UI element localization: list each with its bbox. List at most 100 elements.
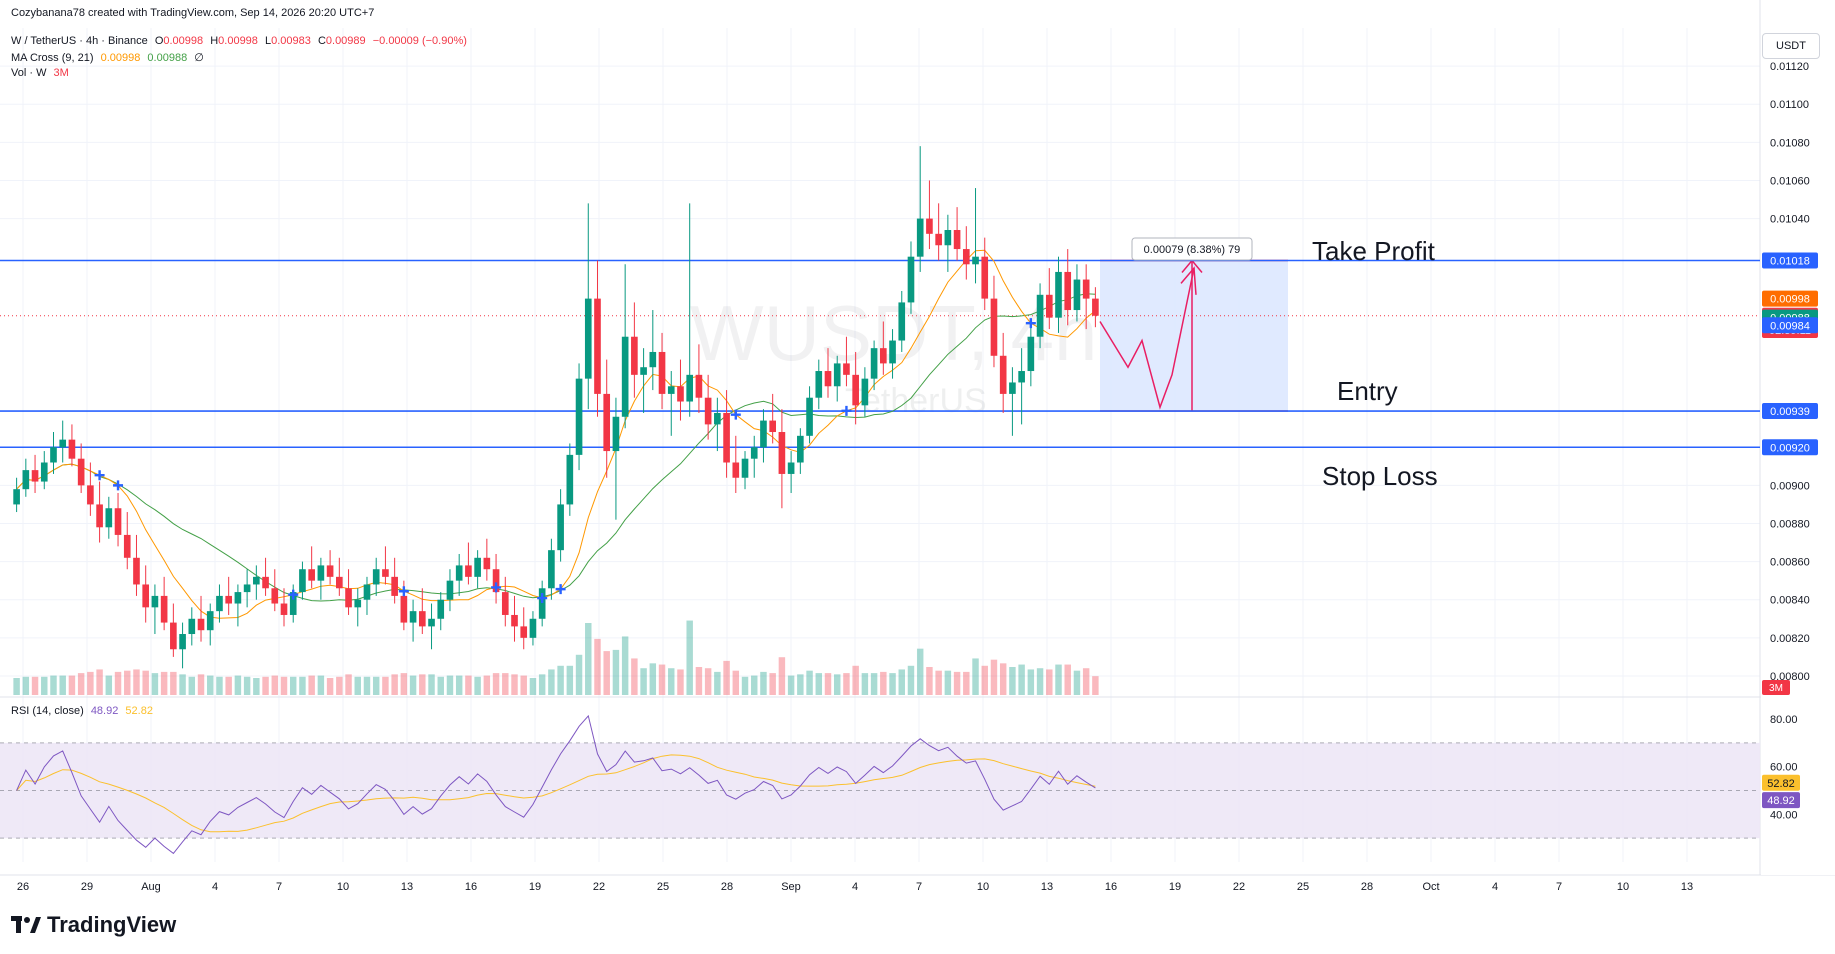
candle-body <box>446 580 454 600</box>
time-tick-label: 7 <box>1556 881 1562 893</box>
volume-bar <box>668 668 675 695</box>
price-axis-bg <box>1761 0 1835 875</box>
volume-bar <box>289 676 297 695</box>
volume-bar <box>151 673 159 695</box>
candle-body <box>529 618 537 638</box>
volume-bar <box>455 675 463 695</box>
candle-body <box>391 576 398 596</box>
candle-body <box>797 435 804 463</box>
candle-body <box>123 534 131 558</box>
credit-line: Cozybanana78 created with TradingView.co… <box>11 7 378 19</box>
volume-bar <box>631 658 638 695</box>
candle-body <box>990 298 998 356</box>
candles <box>13 146 1099 669</box>
time-tick-label: 22 <box>593 881 605 893</box>
volume-bar <box>400 673 408 695</box>
price-tick-label: 0.00900 <box>1770 480 1810 492</box>
currency-button[interactable]: USDT <box>1762 33 1820 59</box>
candle-body <box>695 374 703 398</box>
candle-body <box>474 557 481 577</box>
time-tick-label: Aug <box>141 881 161 893</box>
ma-label[interactable]: MA Cross (9, 21) <box>11 52 94 64</box>
candle-body <box>953 230 961 250</box>
candle-body <box>197 618 205 631</box>
candle-body <box>289 592 297 615</box>
candle-body <box>548 550 555 589</box>
candle-body <box>133 557 140 585</box>
candle-body <box>59 439 67 448</box>
volume-bar <box>741 676 749 695</box>
candle-body <box>105 508 113 528</box>
candle-body <box>40 462 48 482</box>
rsi-ma-value: 52.82 <box>125 705 153 717</box>
candle-body <box>216 595 223 612</box>
candle-body <box>714 412 721 425</box>
volume-bar <box>96 669 103 695</box>
c-value: 0.00989 <box>325 35 366 47</box>
candle-body <box>400 595 408 623</box>
time-tick-label: 10 <box>1617 881 1629 893</box>
candle-body <box>760 420 767 448</box>
candle-body <box>170 622 177 650</box>
volume-bar <box>372 676 380 695</box>
volume-bar <box>935 670 942 695</box>
candle-body <box>898 302 906 341</box>
time-axis[interactable]: 26 29 Aug 4 7 10 13 16 19 22 25 28 Sep 4 7 10 13 16 19 22 25… <box>17 881 1693 893</box>
h-label: H <box>210 35 219 47</box>
price-tick-label: 0.01100 <box>1770 99 1809 111</box>
measure-text: 0.00079 (8.38%) 79 <box>1144 244 1241 256</box>
volume-bar <box>999 663 1007 695</box>
time-tick-label: 10 <box>977 881 989 893</box>
price-axis[interactable]: 0.01120 0.01100 0.01080 0.01060 0.01040 0.009… <box>1761 0 1835 875</box>
volume-bar <box>926 667 933 695</box>
price-badge-label: 0.00939 <box>1770 406 1810 418</box>
volume-bar <box>529 678 537 695</box>
candle-body <box>326 565 334 577</box>
rsi-pane <box>0 714 1760 855</box>
time-tick-label: 29 <box>81 881 93 893</box>
volume-badge-label: 3M <box>1769 683 1783 694</box>
ma-fast-line <box>16 249 1096 619</box>
volume-bar <box>50 675 57 695</box>
symbol-title[interactable]: W / TetherUS · 4h · Binance <box>11 35 148 47</box>
ma-cross-markers <box>94 318 1036 604</box>
candle-body <box>861 378 869 406</box>
time-tick-label: 13 <box>1041 881 1053 893</box>
tradingview-logo[interactable]: TradingView <box>11 912 176 938</box>
candle-body <box>889 340 896 364</box>
time-tick-label: 28 <box>721 881 733 893</box>
candle-body <box>428 618 435 627</box>
volume-bar <box>160 671 168 695</box>
volume-bar <box>511 674 518 695</box>
projection-arrow[interactable] <box>1099 266 1197 410</box>
candle-body <box>68 439 76 459</box>
volume-bar <box>1092 676 1099 695</box>
volume-bar <box>13 678 20 695</box>
volume-bar <box>686 620 693 695</box>
long-position-zone[interactable] <box>1100 259 1288 412</box>
time-tick-label: 16 <box>465 881 477 893</box>
volume-bar <box>815 673 823 695</box>
price-levels[interactable] <box>0 259 1760 449</box>
candle-body <box>501 592 509 615</box>
l-value: 0.00983 <box>271 35 311 47</box>
volume-bar <box>409 675 417 695</box>
measure-box <box>1131 237 1253 261</box>
volume-bar <box>585 623 592 695</box>
volume-bar <box>658 664 666 695</box>
candle-body <box>944 230 952 246</box>
volume-bar <box>944 670 952 695</box>
rsi-label[interactable]: RSI (14, close) <box>11 705 84 717</box>
volume-bar <box>797 674 804 695</box>
volume-bar <box>833 674 841 695</box>
vol-value: 3M <box>53 67 69 79</box>
volume-bar <box>197 674 205 695</box>
tradingview-logo-icon <box>11 916 41 933</box>
candle-body <box>31 470 39 482</box>
time-tick-label: 19 <box>1169 881 1181 893</box>
vol-label[interactable]: Vol · W <box>11 67 47 79</box>
candle-body <box>483 557 491 570</box>
price-badge-label: 0.00998 <box>1770 294 1810 306</box>
volume-bar <box>732 670 740 695</box>
